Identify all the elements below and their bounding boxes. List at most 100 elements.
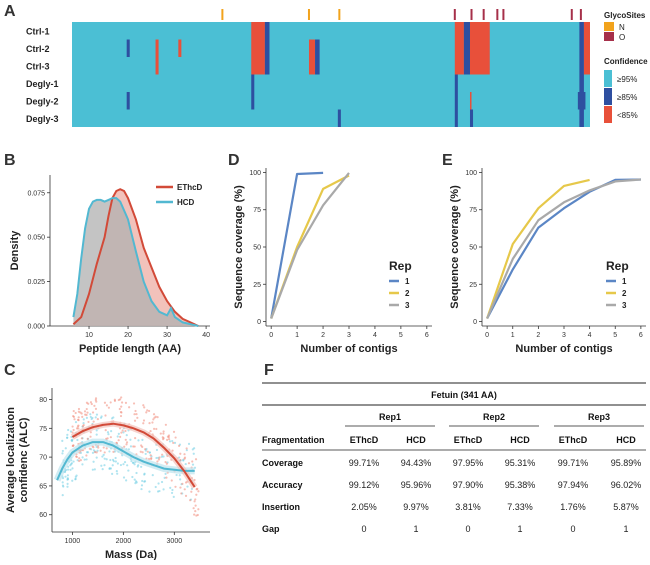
ethcd-scatter-point xyxy=(179,452,182,455)
ethcd-scatter-point xyxy=(92,446,95,449)
glyco-site-mark xyxy=(579,9,582,20)
ethcd-scatter-point xyxy=(146,450,149,453)
ethcd-scatter-point xyxy=(142,419,146,422)
hcd-scatter-point xyxy=(107,433,110,436)
hcd-scatter-point xyxy=(61,452,64,455)
table-cell: 7.33% xyxy=(507,502,533,512)
hcd-scatter-point xyxy=(125,434,128,437)
y-tick-label: 50 xyxy=(469,245,477,252)
heatmap-segment xyxy=(454,109,458,127)
hcd-scatter-point xyxy=(66,485,69,488)
glyco-site-mark xyxy=(453,9,456,20)
rep-line-1 xyxy=(270,171,324,319)
ethcd-scatter-point xyxy=(170,479,173,482)
ethcd-scatter-point xyxy=(179,458,182,462)
hcd-scatter-point xyxy=(192,452,195,455)
hcd-scatter-point xyxy=(105,458,108,461)
hcd-scatter-point xyxy=(151,474,154,477)
hcd-scatter-point xyxy=(96,449,99,452)
hcd-scatter-point xyxy=(143,480,147,483)
hcd-scatter-point xyxy=(89,413,92,416)
x-tick-label: 6 xyxy=(425,332,429,339)
ethcd-scatter-point xyxy=(89,431,92,434)
hcd-scatter-point xyxy=(155,456,158,460)
hcd-scatter-point xyxy=(94,416,97,419)
ethcd-scatter-point xyxy=(191,460,194,463)
heatmap-segment xyxy=(264,57,270,75)
y-tick-label: 0.050 xyxy=(27,235,45,242)
ethcd-scatter-point xyxy=(174,436,177,439)
hcd-scatter-point xyxy=(103,457,106,460)
ethcd-scatter-point xyxy=(172,441,175,445)
table-cell: 99.12% xyxy=(349,480,380,490)
y-tick-label: 60 xyxy=(39,512,47,519)
hcd-scatter-point xyxy=(66,474,69,477)
x-tick-label: 20 xyxy=(124,332,132,339)
ethcd-scatter-point xyxy=(148,409,151,413)
hcd-scatter-point xyxy=(154,485,157,489)
hcd-scatter-point xyxy=(134,480,138,483)
x-tick-label: 40 xyxy=(202,332,210,339)
hcd-scatter-point xyxy=(108,450,111,453)
ethcd-scatter-point xyxy=(79,458,82,462)
table-cell: 99.71% xyxy=(349,458,380,468)
ethcd-scatter-point xyxy=(139,450,142,453)
legend-conf-mid-swatch xyxy=(604,88,612,105)
ethcd-scatter-point xyxy=(78,459,81,463)
glyco-site-mark xyxy=(570,9,573,20)
table-cell: 95.31% xyxy=(505,458,536,468)
ethcd-scatter-point xyxy=(194,458,198,461)
x-tick-label: 5 xyxy=(613,332,617,339)
table-row-label: Insertion xyxy=(262,502,300,512)
ethcd-scatter-point xyxy=(95,400,98,403)
y-tick-label: 100 xyxy=(465,170,477,177)
hcd-scatter-point xyxy=(101,468,104,471)
hcd-scatter-point xyxy=(103,464,106,467)
ethcd-scatter-point xyxy=(125,441,129,444)
ethcd-scatter-point xyxy=(87,420,90,424)
y-tick-label: 75 xyxy=(469,207,477,214)
ethcd-scatter-point xyxy=(164,423,167,426)
hcd-scatter-point xyxy=(186,485,189,488)
hcd-scatter-point xyxy=(102,453,105,456)
hcd-scatter-point xyxy=(66,482,69,485)
hcd-scatter-point xyxy=(193,447,196,450)
panel-label-d: D xyxy=(228,152,240,169)
heatmap-segment xyxy=(579,74,584,92)
hcd-scatter-point xyxy=(83,458,86,461)
legend-label-rep3: 3 xyxy=(622,301,627,310)
ethcd-scatter-point xyxy=(161,453,164,456)
ethcd-scatter-point xyxy=(196,487,199,490)
hcd-scatter-point xyxy=(81,463,84,466)
ethcd-scatter-point xyxy=(135,413,138,416)
heatmap-segment xyxy=(308,57,316,75)
ethcd-scatter-point xyxy=(133,419,137,422)
hcd-scatter-point xyxy=(185,449,188,452)
ethcd-scatter-point xyxy=(179,486,182,489)
ethcd-scatter-point xyxy=(177,444,181,447)
ethcd-scatter-point xyxy=(164,460,167,464)
hcd-scatter-point xyxy=(85,458,88,461)
heatmap-segment xyxy=(308,39,316,57)
ethcd-scatter-point xyxy=(93,451,97,454)
glyco-site-mark xyxy=(502,9,505,20)
glyco-site-mark xyxy=(470,9,473,20)
fetuin-table: Fetuin (341 AA) Rep1 Rep2 Rep3 Fragmentation… xyxy=(262,382,646,534)
ethcd-scatter-point xyxy=(85,454,88,457)
y-tick-label: 0.000 xyxy=(27,324,45,331)
ethcd-scatter-point xyxy=(84,413,87,416)
hcd-scatter-point xyxy=(61,449,64,453)
glyco-site-mark xyxy=(496,9,499,20)
legend-glyco-o-label: O xyxy=(619,33,625,42)
heatmap-row-bg xyxy=(72,57,590,75)
ethcd-scatter-point xyxy=(76,418,80,421)
table-cell: 95.96% xyxy=(401,480,432,490)
ethcd-scatter-point xyxy=(94,398,97,402)
hcd-scatter-point xyxy=(140,465,143,468)
hcd-scatter-point xyxy=(82,418,85,421)
hcd-scatter-point xyxy=(66,468,70,471)
heatmap-row-label: Ctrl-3 xyxy=(26,61,50,71)
legend-conf-low-label: <85% xyxy=(617,111,638,120)
hcd-scatter-point xyxy=(109,458,112,462)
ethcd-scatter-point xyxy=(147,457,151,461)
